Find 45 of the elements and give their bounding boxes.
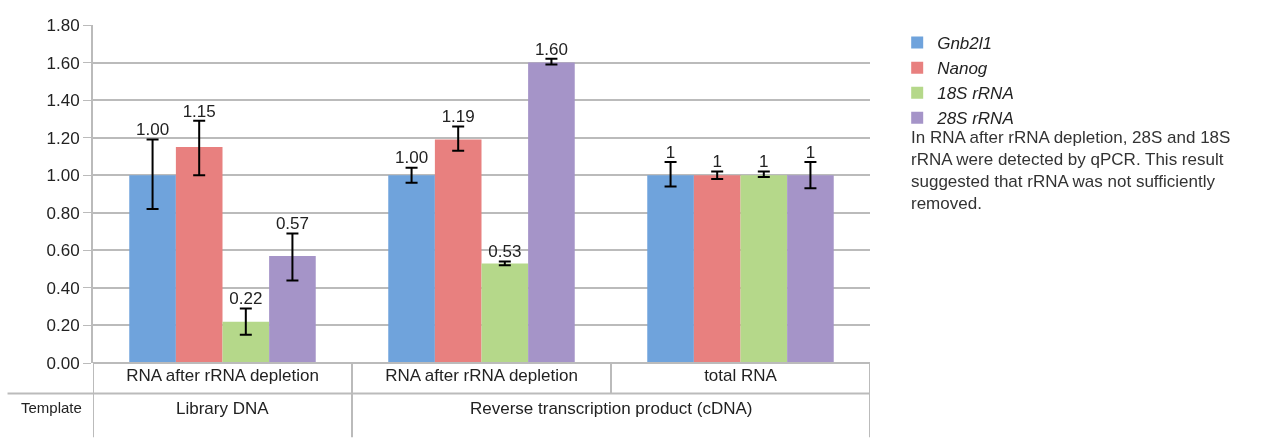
text: In RNA after rRNA depletion, 28S and 18S rRNA were detected by qPCR. This result suggested that rRNA was not sufficiently removed.: [911, 128, 1231, 214]
legend-label: Nanog: [937, 59, 988, 79]
bar: [693, 175, 741, 363]
bar: [434, 139, 482, 363]
data-label: 0.53: [488, 242, 522, 262]
y-tick-label: 1.20: [46, 128, 80, 148]
legend-label: Gnb2l1: [937, 34, 993, 54]
data-label: 1.00: [136, 120, 170, 140]
bar: [388, 175, 435, 363]
bar: [528, 62, 575, 363]
data-label: 1.00: [395, 148, 429, 168]
bar: [222, 321, 270, 363]
bar: [787, 175, 834, 363]
y-tick-label: 0.60: [46, 241, 80, 261]
data-label: 0.22: [229, 289, 263, 309]
data-label: 1.60: [534, 39, 568, 59]
y-tick-label: 0.00: [46, 353, 80, 373]
text: Reverse transcription product (cDNA): [470, 399, 753, 418]
data-label: 0.57: [275, 214, 309, 234]
y-tick-label: 0.80: [46, 203, 80, 223]
y-tick-label: 1.00: [46, 166, 80, 186]
y-tick-label: 1.60: [46, 53, 80, 73]
x-tick-label: total RNA: [704, 366, 778, 385]
data-label: 1: [712, 152, 722, 172]
bar: [481, 263, 529, 363]
bar: [647, 175, 694, 363]
data-label: 1.15: [182, 101, 216, 121]
y-tick-label: 1.80: [46, 15, 80, 35]
y-tick-label: 1.40: [46, 91, 80, 111]
data-label: 1: [805, 142, 816, 162]
bar: [740, 175, 788, 363]
legend-label: 18S rRNA: [937, 84, 1014, 104]
bar: [129, 175, 176, 363]
y-tick-label: 0.40: [46, 278, 80, 298]
legend-label: 28S rRNA: [936, 109, 1014, 129]
data-label: 1: [759, 152, 769, 172]
text: Library DNA: [176, 399, 270, 418]
data-label: 1.19: [441, 107, 475, 127]
x-tick-label: RNA after rRNA depletion: [126, 366, 319, 385]
bar: [269, 255, 316, 363]
bar: [175, 147, 223, 363]
x-tick-label: RNA after rRNA depletion: [385, 366, 578, 385]
y-tick-label: 0.20: [46, 316, 80, 336]
text: Template: [21, 399, 82, 416]
data-label: 1: [665, 142, 676, 162]
